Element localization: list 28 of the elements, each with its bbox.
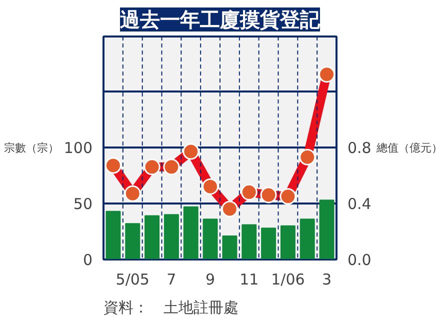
y-axis-title: 宗數（宗） xyxy=(4,142,59,154)
bar xyxy=(106,210,121,260)
bar xyxy=(164,214,179,260)
bar xyxy=(202,218,218,260)
y-tick-label: 0 xyxy=(82,251,93,269)
bar xyxy=(144,215,160,260)
bar xyxy=(319,200,334,260)
x-tick-label: 1/06 xyxy=(271,270,305,288)
bar xyxy=(222,235,238,260)
bar xyxy=(125,223,140,260)
y-tick-label: 50 xyxy=(73,194,93,213)
bar xyxy=(183,206,198,260)
chart-title: 過去一年工廈摸貨登記 xyxy=(119,8,321,32)
y2-tick-label: 0.4 xyxy=(348,194,372,213)
x-tick-label: 11 xyxy=(240,270,259,288)
text: 資料： 土地註冊處 xyxy=(104,298,238,316)
y2-tick-label: 0.8 xyxy=(348,138,372,157)
y2-tick-label: 0.0 xyxy=(348,251,372,269)
bar xyxy=(261,228,276,260)
bar xyxy=(280,225,296,260)
x-tick-label: 9 xyxy=(206,270,216,288)
x-tick-label: 3 xyxy=(322,270,332,288)
bar xyxy=(300,218,315,260)
y2-axis-title: 總值（億元） xyxy=(375,142,442,154)
bar xyxy=(242,224,257,260)
x-tick-label: 7 xyxy=(166,270,176,288)
y-tick-label: 100 xyxy=(64,138,93,157)
x-tick-label: 5/05 xyxy=(116,270,150,288)
